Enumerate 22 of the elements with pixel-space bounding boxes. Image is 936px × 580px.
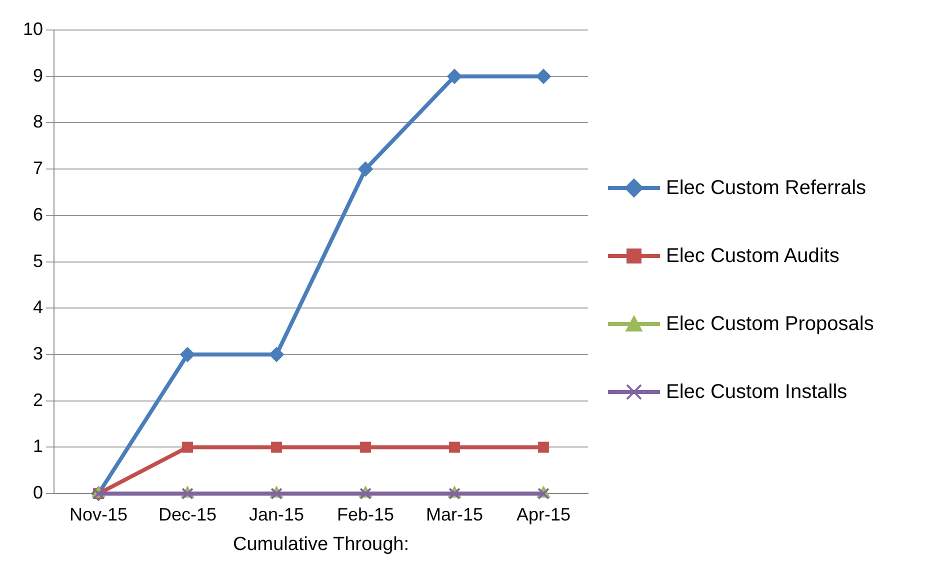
x-tick-label: Nov-15: [70, 504, 128, 524]
y-tick-label: 1: [33, 436, 44, 456]
y-tick-label: 9: [33, 65, 44, 86]
x-tick-label: Apr-15: [516, 504, 571, 524]
y-tick-label: 6: [33, 204, 44, 224]
y-tick-label: 10: [22, 18, 44, 39]
x-tick-label: Feb-15: [336, 504, 394, 524]
y-tick-label: 5: [33, 250, 44, 271]
legend-label: Elec Custom Audits: [666, 244, 840, 269]
x-tick-label: Dec-15: [158, 504, 217, 524]
y-tick-label: 7: [33, 158, 44, 178]
y-tick-label: 4: [33, 297, 44, 318]
x-tick-label: Mar-15: [426, 504, 484, 524]
legend-label: Elec Custom Referrals: [666, 176, 866, 201]
y-tick-label: 2: [33, 390, 44, 410]
y-tick-label: 3: [33, 343, 44, 364]
x-axis-title: Cumulative Through:: [232, 534, 410, 555]
legend-label: Elec Custom Proposals: [666, 312, 874, 337]
y-tick-label: 0: [33, 482, 44, 503]
y-tick-label: 8: [33, 112, 44, 132]
x-tick-label: Jan-15: [248, 504, 304, 524]
legend-label: Elec Custom Installs: [666, 380, 848, 405]
